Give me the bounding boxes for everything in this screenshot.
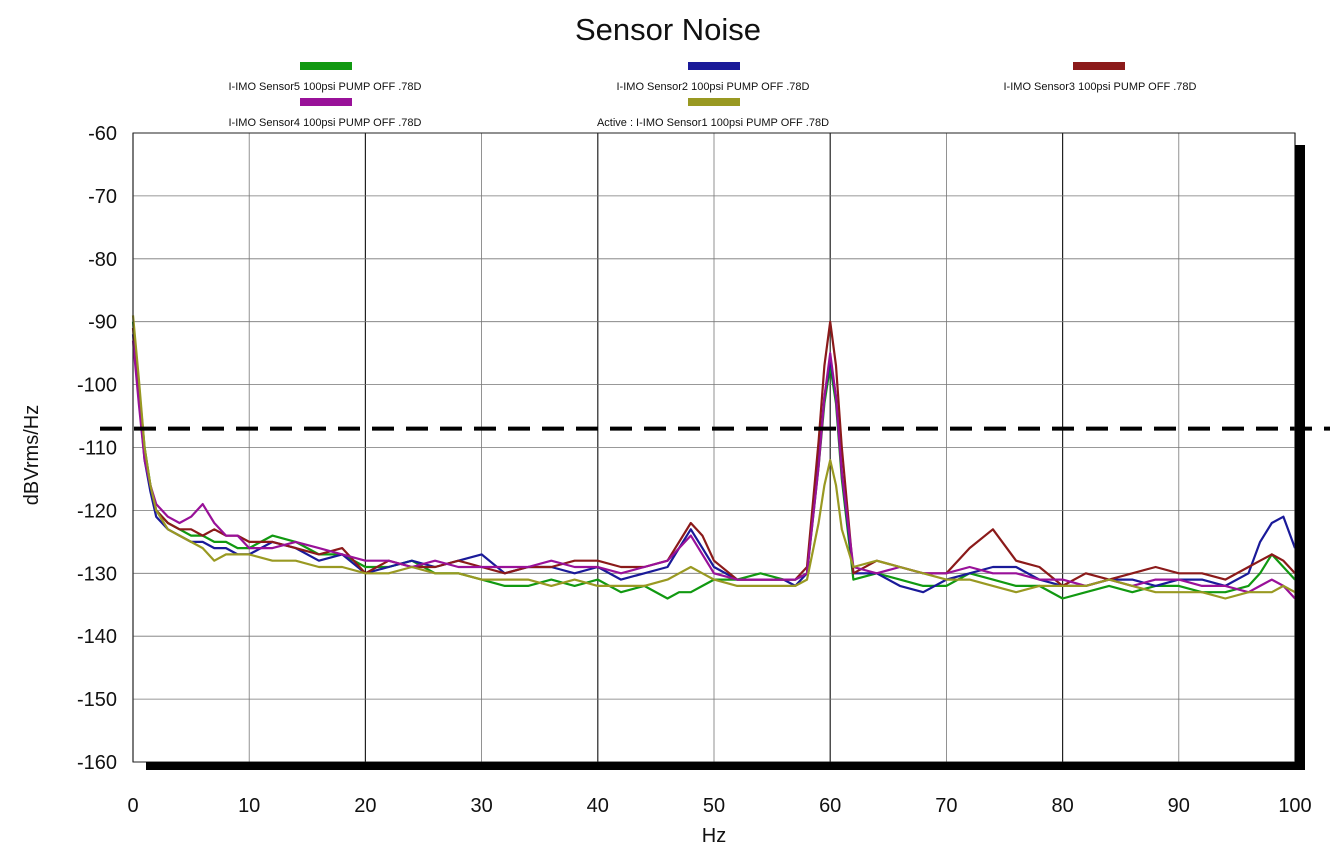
legend-label: I-IMO Sensor3 100psi PUMP OFF .78D	[1004, 81, 1197, 93]
y-tick-label: -80	[88, 249, 117, 271]
chart-title: Sensor Noise	[575, 12, 761, 47]
plot-frame	[132, 132, 1305, 770]
x-tick-label: 90	[1168, 795, 1190, 817]
legend-swatch	[300, 62, 352, 70]
x-tick-label: 30	[470, 795, 492, 817]
frame-shadow-bottom	[146, 762, 1305, 770]
x-tick-label: 100	[1278, 795, 1311, 817]
legend-label: I-IMO Sensor2 100psi PUMP OFF .78D	[617, 81, 810, 93]
x-tick-label: 80	[1051, 795, 1073, 817]
legend-label: I-IMO Sensor5 100psi PUMP OFF .78D	[229, 81, 422, 93]
legend-label: I-IMO Sensor4 100psi PUMP OFF .78D	[229, 117, 422, 129]
x-tick-label: 40	[587, 795, 609, 817]
legend-swatch	[300, 98, 352, 106]
x-tick-label: 70	[935, 795, 957, 817]
legend-swatch	[688, 98, 740, 106]
legend-entry: I-IMO Sensor2 100psi PUMP OFF .78D	[617, 62, 810, 93]
x-tick-label: 0	[127, 795, 138, 817]
legend-entry: I-IMO Sensor3 100psi PUMP OFF .78D	[1004, 62, 1197, 93]
x-tick-label: 60	[819, 795, 841, 817]
series-line	[131, 321, 1296, 600]
y-tick-label: -60	[88, 123, 117, 145]
x-tick-label: 10	[238, 795, 260, 817]
x-axis-title: Hz	[702, 825, 726, 847]
axis-ticks: 0 10 20 30 40 50 60 70 80 90 100 -60 -70 -80 -90 -100 -1…	[77, 123, 1312, 817]
series-line	[131, 315, 1296, 600]
series-lines	[131, 315, 1297, 600]
y-tick-label: -130	[77, 563, 117, 585]
legend-entry: I-IMO Sensor4 100psi PUMP OFF .78D	[229, 98, 422, 129]
legend-entry: I-IMO Sensor5 100psi PUMP OFF .78D	[229, 62, 422, 93]
y-tick-label: -70	[88, 186, 117, 208]
y-axis-title: dBVrms/Hz	[21, 405, 43, 505]
legend: I-IMO Sensor5 100psi PUMP OFF .78D I-IMO …	[229, 62, 1197, 129]
legend-entry: Active : I-IMO Sensor1 100psi PUMP OFF .…	[597, 98, 829, 129]
y-tick-label: -150	[77, 689, 117, 711]
legend-swatch	[1073, 62, 1125, 70]
x-tick-label: 20	[354, 795, 376, 817]
y-tick-label: -90	[88, 312, 117, 334]
legend-label: Active : I-IMO Sensor1 100psi PUMP OFF .…	[597, 117, 829, 129]
y-tick-label: -120	[77, 500, 117, 522]
x-tick-label: 50	[703, 795, 725, 817]
frame-shadow-right	[1295, 145, 1305, 770]
y-tick-label: -160	[77, 752, 117, 774]
y-tick-label: -140	[77, 626, 117, 648]
y-tick-label: -100	[77, 375, 117, 397]
legend-swatch	[688, 62, 740, 70]
y-tick-label: -110	[78, 438, 117, 460]
